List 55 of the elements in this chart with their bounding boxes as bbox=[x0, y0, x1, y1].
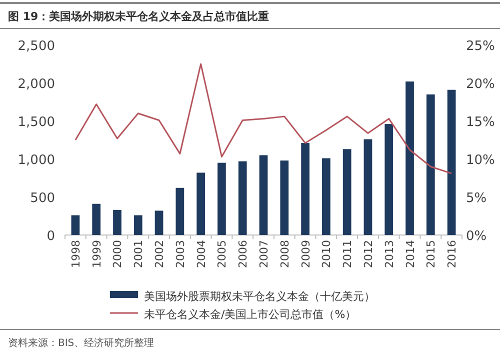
bar bbox=[426, 94, 435, 235]
bar bbox=[113, 210, 122, 235]
x-tick-label: 2011 bbox=[341, 240, 354, 268]
x-tick-label: 2016 bbox=[446, 240, 459, 268]
bar bbox=[92, 204, 101, 235]
bar bbox=[154, 210, 164, 235]
y-tick-label: 0 bbox=[46, 229, 55, 244]
y2-tick-label: 0% bbox=[466, 229, 487, 244]
bar bbox=[259, 155, 268, 235]
chart-title: 图 19：美国场外期权未平仓名义本金及占总市值比重 bbox=[8, 10, 270, 23]
bar bbox=[280, 160, 289, 235]
text: 资料来源：BIS、经济研究所整理 bbox=[8, 337, 154, 349]
y2-tick-label: 15% bbox=[466, 115, 495, 130]
x-tick-label: 2003 bbox=[174, 240, 187, 268]
y-tick-label: 500 bbox=[30, 191, 55, 206]
legend-label: 未平仓名义本金/美国上市公司总市值（%） bbox=[144, 308, 356, 321]
x-tick-label: 2002 bbox=[153, 240, 166, 268]
line-series bbox=[74, 63, 452, 174]
bar bbox=[447, 90, 456, 235]
y-tick-label: 2,000 bbox=[18, 77, 55, 92]
x-tick-label: 2001 bbox=[132, 240, 146, 268]
x-tick-label: 2009 bbox=[299, 240, 312, 268]
y-tick-label: 2,500 bbox=[18, 39, 55, 54]
bar bbox=[71, 215, 80, 235]
x-tick-label: 1998 bbox=[69, 240, 82, 268]
x-tick-label: 2010 bbox=[320, 240, 334, 268]
x-tick-label: 2004 bbox=[194, 240, 208, 268]
bar bbox=[218, 162, 226, 235]
bar bbox=[406, 81, 414, 235]
bar bbox=[238, 161, 247, 235]
x-tick-label: 2008 bbox=[278, 240, 292, 268]
x-tick-label: 2014 bbox=[404, 240, 417, 268]
x-tick-label: 2006 bbox=[236, 240, 250, 268]
bar bbox=[176, 188, 184, 235]
x-tick-label: 2007 bbox=[258, 240, 270, 268]
bar bbox=[134, 215, 142, 235]
x-tick-label: 1999 bbox=[90, 240, 104, 268]
y2-tick-label: 5% bbox=[466, 191, 487, 206]
y2-tick-label: 20% bbox=[466, 77, 495, 92]
y-tick-label: 1,000 bbox=[18, 153, 55, 168]
x-tick-label: 2012 bbox=[362, 240, 375, 268]
bar bbox=[384, 124, 394, 235]
bar bbox=[342, 149, 352, 235]
x-tick-label: 2015 bbox=[424, 240, 438, 268]
bar bbox=[301, 143, 310, 235]
bar bbox=[364, 139, 372, 235]
x-tick-label: 2013 bbox=[382, 240, 396, 268]
y-tick-label: 1,500 bbox=[18, 115, 55, 130]
bar bbox=[322, 158, 330, 235]
y2-tick-label: 10% bbox=[466, 153, 495, 168]
bar bbox=[196, 172, 205, 235]
y2-tick-label: 25% bbox=[466, 39, 495, 54]
legend-label: 美国场外股票期权未平仓名义本金（十亿美元） bbox=[144, 290, 375, 303]
x-tick-label: 2000 bbox=[111, 240, 124, 268]
x-tick-label: 2005 bbox=[216, 240, 229, 268]
